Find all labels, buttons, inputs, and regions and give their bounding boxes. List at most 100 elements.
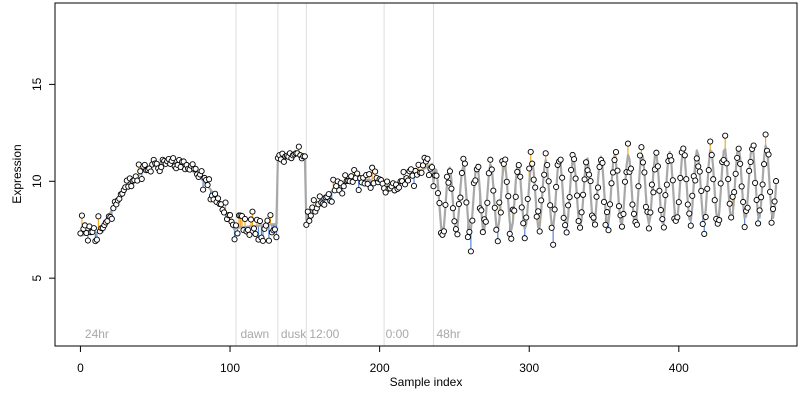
data-point: [418, 169, 425, 176]
data-point: [215, 195, 222, 202]
period-label-48hr: 48hr: [436, 327, 460, 341]
data-point: [464, 234, 471, 241]
data-point: [436, 199, 443, 207]
data-point: [686, 210, 693, 217]
data-point: [701, 230, 708, 237]
data-point: [635, 183, 642, 190]
residual-segments: [79, 134, 777, 252]
data-point: [562, 222, 569, 229]
data-point: [675, 199, 682, 206]
data-point: [653, 149, 660, 156]
data-point: [425, 172, 433, 179]
period-label-1200: 12:00: [309, 327, 339, 341]
data-point: [535, 208, 542, 215]
data-point: [532, 184, 539, 191]
data-point: [497, 209, 504, 216]
data-point: [340, 183, 347, 190]
data-point: [517, 173, 524, 180]
data-point: [400, 168, 407, 176]
data-point: [545, 178, 552, 185]
data-point: [110, 205, 117, 212]
data-point: [369, 164, 376, 171]
data-point: [647, 209, 654, 216]
data-point: [90, 225, 97, 232]
x-tick-label: 300: [519, 361, 539, 375]
data-point: [711, 197, 718, 204]
data-point: [271, 226, 278, 233]
data-point: [440, 228, 448, 235]
data-point: [307, 212, 314, 219]
data-point: [451, 218, 458, 225]
data-point: [484, 199, 491, 206]
data-point: [586, 171, 593, 178]
data-point: [267, 212, 274, 219]
data-point: [550, 241, 557, 248]
data-point: [442, 201, 449, 208]
data-point: [259, 237, 266, 244]
data-point: [542, 150, 549, 157]
data-point: [674, 214, 681, 221]
data-point: [339, 190, 346, 197]
data-point: [342, 172, 349, 179]
data-point: [572, 175, 579, 182]
data-point: [206, 176, 213, 183]
data-point: [514, 168, 521, 175]
data-point: [310, 197, 317, 204]
data-point: [708, 151, 715, 158]
data-point: [503, 178, 510, 185]
data-point: [295, 143, 302, 150]
data-point: [677, 174, 684, 182]
data-point: [746, 167, 753, 174]
data-point: [530, 176, 537, 183]
data-point: [559, 174, 566, 181]
data-point: [246, 231, 253, 238]
data-point: [490, 187, 497, 194]
data-point: [618, 223, 626, 230]
data-point: [641, 169, 648, 176]
data-point: [574, 192, 581, 199]
data-point: [482, 218, 489, 225]
data-point: [520, 220, 527, 227]
data-point: [533, 213, 540, 220]
data-point: [529, 160, 536, 167]
data-point: [612, 149, 620, 156]
data-point: [249, 208, 256, 215]
data-point: [699, 220, 706, 228]
data-point: [488, 166, 495, 173]
data-point: [325, 191, 332, 198]
data-point: [717, 180, 724, 187]
data-point: [663, 181, 670, 188]
data-point: [630, 210, 637, 217]
data-point: [232, 222, 240, 229]
x-tick-label: 200: [370, 361, 390, 375]
data-point: [108, 215, 115, 222]
data-point: [536, 228, 543, 235]
data-point: [581, 176, 588, 183]
data-point: [141, 161, 148, 168]
y-axis-title: Expression: [10, 144, 24, 203]
data-point: [226, 212, 234, 219]
data-point: [265, 237, 272, 244]
data-point: [732, 170, 739, 177]
data-point: [231, 236, 238, 243]
data-point: [523, 214, 530, 221]
data-point: [548, 224, 555, 231]
data-point: [384, 178, 391, 185]
data-point: [633, 221, 640, 228]
data-point: [680, 145, 687, 152]
data-point: [693, 155, 700, 162]
data-point: [657, 207, 664, 214]
data-point: [753, 196, 760, 204]
x-tick-label: 0: [77, 361, 84, 375]
data-point: [568, 166, 575, 174]
data-point: [262, 222, 269, 229]
data-point: [747, 158, 754, 165]
data-point: [372, 168, 379, 175]
data-point: [563, 229, 570, 236]
data-point: [600, 198, 608, 206]
data-point: [681, 152, 688, 159]
data-point: [590, 214, 597, 221]
data-point: [234, 230, 241, 237]
data-point: [505, 193, 512, 200]
